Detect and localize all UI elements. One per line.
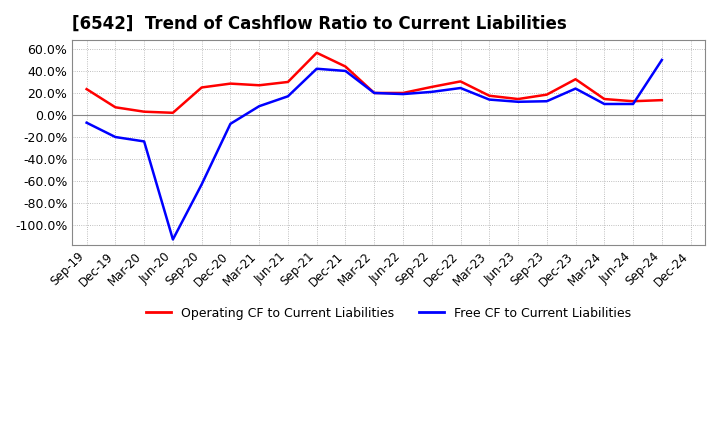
Free CF to Current Liabilities xyxy=(571,86,580,91)
Free CF to Current Liabilities xyxy=(341,68,350,73)
Operating CF to Current Liabilities xyxy=(255,83,264,88)
Operating CF to Current Liabilities xyxy=(197,85,206,90)
Free CF to Current Liabilities xyxy=(629,101,637,106)
Operating CF to Current Liabilities xyxy=(284,79,292,84)
Operating CF to Current Liabilities xyxy=(370,90,379,95)
Line: Operating CF to Current Liabilities: Operating CF to Current Liabilities xyxy=(86,53,662,113)
Operating CF to Current Liabilities xyxy=(111,105,120,110)
Free CF to Current Liabilities xyxy=(600,101,608,106)
Free CF to Current Liabilities xyxy=(485,97,494,102)
Operating CF to Current Liabilities xyxy=(226,81,235,86)
Free CF to Current Liabilities xyxy=(514,99,523,104)
Operating CF to Current Liabilities xyxy=(168,110,177,115)
Operating CF to Current Liabilities xyxy=(82,87,91,92)
Free CF to Current Liabilities xyxy=(399,92,408,97)
Free CF to Current Liabilities xyxy=(140,139,148,144)
Legend: Operating CF to Current Liabilities, Free CF to Current Liabilities: Operating CF to Current Liabilities, Fre… xyxy=(141,302,636,325)
Free CF to Current Liabilities xyxy=(542,99,551,104)
Free CF to Current Liabilities xyxy=(168,237,177,242)
Free CF to Current Liabilities xyxy=(428,89,436,95)
Free CF to Current Liabilities xyxy=(284,94,292,99)
Operating CF to Current Liabilities xyxy=(657,98,666,103)
Operating CF to Current Liabilities xyxy=(399,90,408,95)
Free CF to Current Liabilities xyxy=(111,134,120,139)
Operating CF to Current Liabilities xyxy=(485,93,494,99)
Operating CF to Current Liabilities xyxy=(456,79,465,84)
Free CF to Current Liabilities xyxy=(312,66,321,71)
Operating CF to Current Liabilities xyxy=(571,77,580,82)
Free CF to Current Liabilities xyxy=(82,120,91,125)
Text: [6542]  Trend of Cashflow Ratio to Current Liabilities: [6542] Trend of Cashflow Ratio to Curren… xyxy=(72,15,567,33)
Operating CF to Current Liabilities xyxy=(312,50,321,55)
Operating CF to Current Liabilities xyxy=(514,96,523,102)
Operating CF to Current Liabilities xyxy=(542,92,551,97)
Operating CF to Current Liabilities xyxy=(600,96,608,102)
Free CF to Current Liabilities xyxy=(255,103,264,109)
Free CF to Current Liabilities xyxy=(197,182,206,187)
Operating CF to Current Liabilities xyxy=(140,109,148,114)
Operating CF to Current Liabilities xyxy=(629,99,637,104)
Operating CF to Current Liabilities xyxy=(428,84,436,90)
Line: Free CF to Current Liabilities: Free CF to Current Liabilities xyxy=(86,60,662,239)
Free CF to Current Liabilities xyxy=(226,121,235,126)
Free CF to Current Liabilities xyxy=(456,85,465,91)
Operating CF to Current Liabilities xyxy=(341,64,350,69)
Free CF to Current Liabilities xyxy=(657,57,666,62)
Free CF to Current Liabilities xyxy=(370,90,379,95)
